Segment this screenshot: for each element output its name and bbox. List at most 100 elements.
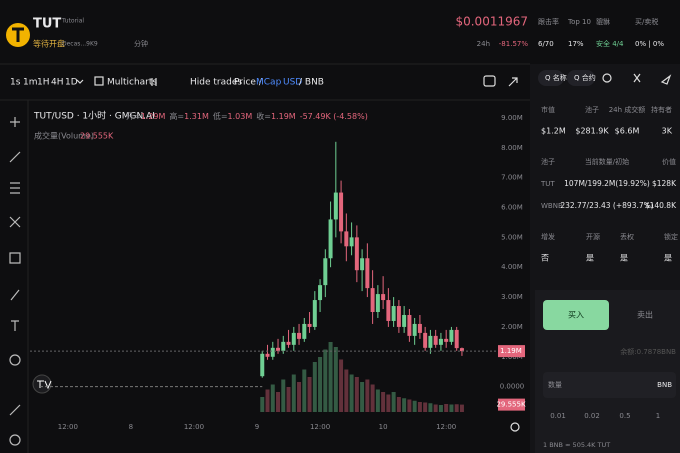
volume-bar — [276, 392, 281, 412]
stat-value: 17% — [568, 40, 584, 48]
volume-bar — [312, 362, 317, 412]
volume-bar — [281, 379, 286, 412]
amount-input[interactable] — [543, 372, 676, 398]
search-pill[interactable] — [567, 70, 595, 86]
volume-bar — [270, 384, 275, 412]
stat-label: 跟击率 — [538, 17, 559, 26]
candle-body — [291, 332, 296, 345]
search-pill[interactable] — [538, 70, 564, 86]
volume-bar — [349, 374, 354, 412]
candle-body — [339, 192, 344, 232]
volume-bar — [370, 384, 375, 412]
flag-value: 是 — [620, 254, 628, 263]
x-tick-label: 12:00 — [436, 423, 456, 431]
ohlc-value: 1.29M — [141, 112, 166, 121]
candle-body — [281, 341, 286, 351]
volume-bar — [459, 404, 464, 412]
volume-bar — [396, 397, 401, 412]
drawing-tools[interactable] — [9, 117, 21, 446]
y-tick-label: 0.0000 — [500, 383, 525, 391]
candle-body — [318, 285, 323, 301]
candle-body — [417, 323, 422, 333]
y-tick-label: 7.00M — [501, 174, 523, 182]
balance: 余额:0.7878BNB — [620, 347, 676, 356]
quick-amount[interactable]: 1 — [656, 412, 660, 420]
flag-header: 丢权 — [620, 232, 634, 241]
flag-value: 否 — [541, 254, 549, 263]
x-tick-label: 12:00 — [58, 423, 78, 431]
volume-bar — [402, 398, 407, 412]
volume-bar — [323, 349, 328, 412]
pool-header: 池子 — [541, 157, 555, 166]
quick-amount[interactable]: 0.02 — [584, 412, 600, 420]
candle-body — [428, 335, 433, 348]
candle-body — [286, 341, 291, 345]
sell-label[interactable]: 卖出 — [637, 310, 653, 320]
interval[interactable]: 1m — [23, 78, 38, 88]
candle-body — [270, 347, 275, 357]
quick-amount[interactable]: 0.5 — [619, 412, 630, 420]
y-tick-label: 8.00M — [501, 144, 523, 152]
toolbar-icons[interactable] — [76, 73, 672, 432]
ohlc-value: 1.19M — [271, 112, 296, 121]
toolbar-item[interactable]: / BNB — [299, 78, 324, 88]
flag-value: 是 — [664, 254, 672, 263]
last-price-label: 1.19M — [500, 347, 522, 355]
toolbar-item[interactable]: MCap — [256, 78, 282, 88]
volume-bar — [386, 394, 391, 412]
pool-cell: TUT — [540, 180, 555, 188]
amount-label: 数量 — [548, 380, 562, 389]
toolbar-item[interactable]: USD — [283, 78, 302, 88]
volume-bar — [339, 359, 344, 412]
candle-body — [323, 258, 328, 286]
interval[interactable]: 1D — [65, 78, 78, 88]
legend-ohlc: 开=1.29M 高=1.31M 低=1.03M 收=1.19M -57.49K (-4.… — [126, 111, 368, 121]
candle-body — [370, 288, 375, 312]
stat-value: $281.9K — [575, 127, 609, 136]
buy-button[interactable] — [543, 300, 609, 330]
volume-bar — [375, 389, 380, 412]
candle-body — [396, 306, 401, 327]
pool-header: 当前数量/初始 — [585, 157, 629, 166]
x-tick-label: 10 — [379, 423, 388, 431]
stat-label: 买/卖税 — [635, 17, 658, 26]
candle-body — [354, 237, 359, 271]
flag-header: 开源 — [586, 232, 600, 241]
stat-header: 24h 成交额 — [609, 105, 646, 114]
candle-body — [391, 306, 396, 321]
ohlc-value: 1.31M — [184, 112, 209, 121]
interval[interactable]: 4H — [51, 78, 64, 88]
stat-header: 持有者 — [651, 105, 672, 114]
change-label: 24h — [477, 40, 490, 48]
flag-header: 锁定 — [664, 232, 678, 241]
last-volume-tag — [498, 398, 525, 411]
last-price-tag — [498, 345, 525, 358]
candle-body — [297, 332, 302, 339]
candle-body — [360, 258, 365, 271]
stat-header: 池子 — [585, 105, 599, 114]
stat-label: 貔貅 — [596, 17, 610, 26]
volume-bar — [412, 400, 417, 412]
toolbar-item[interactable]: Multicharts — [107, 78, 157, 88]
candle-body — [433, 335, 438, 345]
volume-bar — [381, 392, 386, 412]
interval[interactable]: 1H — [37, 78, 50, 88]
volume-bar — [328, 342, 333, 412]
toolbar-item[interactable]: Hide trades — [190, 78, 242, 88]
token-name: TUT — [33, 17, 61, 32]
volume-value: 29.555K — [80, 132, 114, 141]
quick-amount[interactable]: 0.01 — [550, 412, 566, 420]
ohlc-label: 高= — [169, 111, 184, 121]
change: -81.57% — [499, 40, 529, 48]
volume-bar — [423, 402, 428, 412]
volume-bar — [417, 402, 422, 412]
volume-bar — [438, 405, 443, 412]
candle-body — [312, 300, 317, 327]
toolbar-item[interactable]: Price / — [234, 78, 263, 88]
pool-cell: WBNB — [541, 202, 563, 210]
interval[interactable]: 1s — [10, 78, 21, 88]
ohlc-value: 1.03M — [228, 112, 253, 121]
candle-body — [260, 353, 265, 377]
candle-body — [302, 323, 307, 339]
